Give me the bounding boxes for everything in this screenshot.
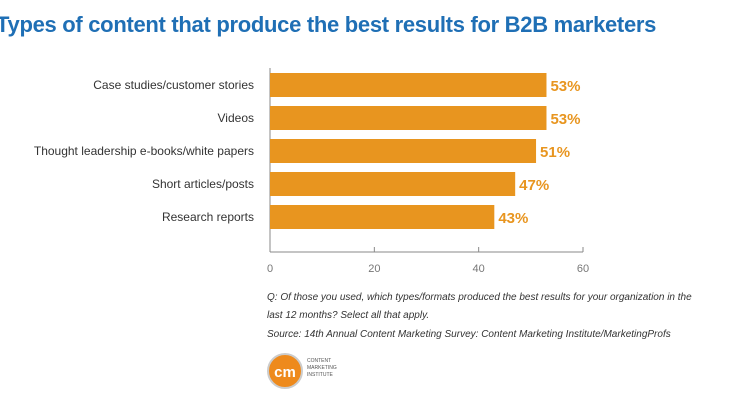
svg-text:cm: cm [274,364,296,381]
category-label: Research reports [162,210,254,224]
x-tick-label: 20 [368,263,380,275]
category-label: Videos [218,111,254,125]
question-note-line1: Q: Of those you used, which types/format… [267,292,692,303]
bar [270,106,547,130]
bar [270,172,516,196]
data-label: 53% [550,111,580,128]
data-label: 51% [540,144,570,161]
svg-text:MARKETING: MARKETING [307,365,337,371]
bar [270,139,537,163]
x-tick-label: 0 [267,263,273,275]
cmi-logo: cm CONTENT MARKETING INSTITUTE [267,353,337,389]
data-label: 47% [519,177,549,194]
x-tick-label: 40 [473,263,485,275]
category-label: Case studies/customer stories [93,78,254,92]
source-note: Source: 14th Annual Content Marketing Su… [267,329,671,340]
data-label: 53% [550,78,580,95]
svg-text:INSTITUTE: INSTITUTE [307,372,333,378]
bar [270,205,495,229]
question-note-line2: last 12 months? Select all that apply. [267,310,430,321]
data-label: 43% [498,210,528,227]
svg-text:CONTENT: CONTENT [307,358,331,364]
bar [270,73,547,97]
category-label: Short articles/posts [152,177,254,191]
chart-title: Types of content that produce the best r… [0,12,657,37]
category-label: Thought leadership e-books/white papers [34,144,254,158]
x-tick-label: 60 [577,263,589,275]
